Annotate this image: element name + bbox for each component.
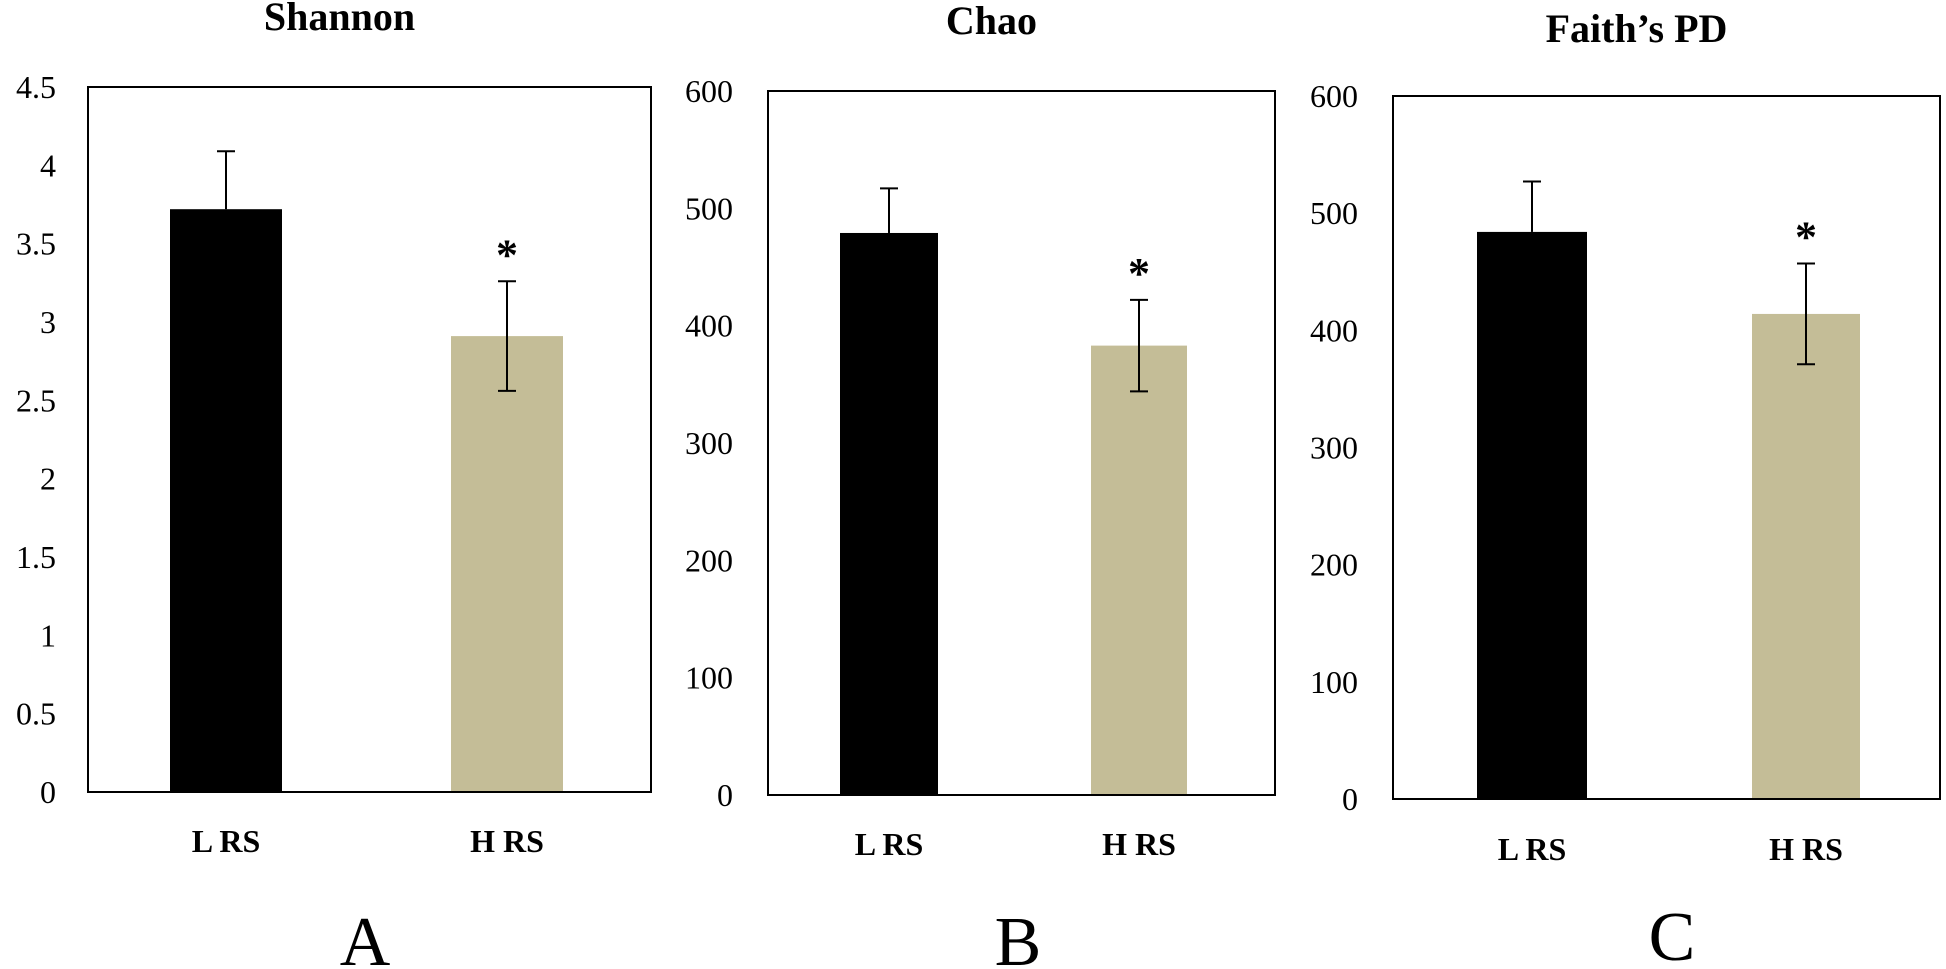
significance-marker: *	[1795, 213, 1817, 262]
x-tick-label: L RS	[192, 823, 260, 859]
y-tick-label: 600	[1310, 78, 1358, 114]
y-tick-label: 4.5	[16, 69, 56, 105]
y-tick-label: 200	[1310, 547, 1358, 583]
y-tick-label: 300	[1310, 430, 1358, 466]
x-tick-label: H RS	[1102, 826, 1176, 862]
y-tick-label: 1.5	[16, 539, 56, 575]
y-tick-label: 2	[40, 461, 56, 497]
y-tick-label: 0	[717, 777, 733, 813]
chart-title: Faith’s PD	[1546, 6, 1728, 51]
bar-l-rs	[1477, 231, 1587, 799]
x-tick-label: H RS	[470, 823, 544, 859]
y-tick-label: 0	[1342, 781, 1358, 817]
y-tick-label: 600	[685, 73, 733, 109]
y-tick-label: 500	[1310, 195, 1358, 231]
bar-h-rs	[451, 336, 563, 792]
chart-title: Chao	[946, 0, 1037, 43]
x-tick-label: L RS	[855, 826, 923, 862]
y-tick-label: 1	[40, 617, 56, 653]
chart-panel-a: Shannon L RS * H RS 0 0.5 1 1.5 2 2.5 3 3.5 4 4.5 A	[16, 0, 652, 969]
chart-title: Shannon	[264, 0, 415, 39]
bar-l-rs	[170, 209, 282, 792]
chart-panel-b: Chao L RS * H RS 0 100 200 300 400 500 600 B	[685, 0, 1276, 969]
plot-frame	[87, 86, 652, 793]
panel-label: A	[340, 904, 391, 969]
plot-frame	[1392, 95, 1941, 800]
bar-h-rs	[1091, 345, 1187, 795]
y-tick-label: 0.5	[16, 696, 56, 732]
y-tick-label: 2.5	[16, 382, 56, 418]
y-tick-label: 3.5	[16, 226, 56, 262]
y-tick-label: 300	[685, 425, 733, 461]
bar-l-rs	[840, 232, 938, 795]
panel-label: C	[1649, 899, 1696, 969]
x-tick-label: L RS	[1498, 831, 1566, 867]
significance-marker: *	[496, 230, 518, 279]
y-tick-label: 4	[40, 147, 56, 183]
y-tick-label: 3	[40, 304, 56, 340]
y-tick-label: 500	[685, 190, 733, 226]
y-tick-label: 100	[1310, 664, 1358, 700]
plot-frame	[767, 90, 1276, 796]
x-tick-label: H RS	[1769, 831, 1843, 867]
y-tick-label: 100	[685, 660, 733, 696]
bar-h-rs	[1752, 313, 1860, 799]
significance-marker: *	[1128, 249, 1150, 298]
y-tick-label: 400	[1310, 312, 1358, 348]
panel-label: B	[995, 904, 1042, 969]
y-tick-label: 200	[685, 542, 733, 578]
y-tick-label: 400	[685, 308, 733, 344]
y-tick-label: 0	[40, 774, 56, 810]
chart-panel-c: Faith’s PD L RS * H RS 0 100 200 300 400 500 600 C	[1310, 6, 1941, 969]
